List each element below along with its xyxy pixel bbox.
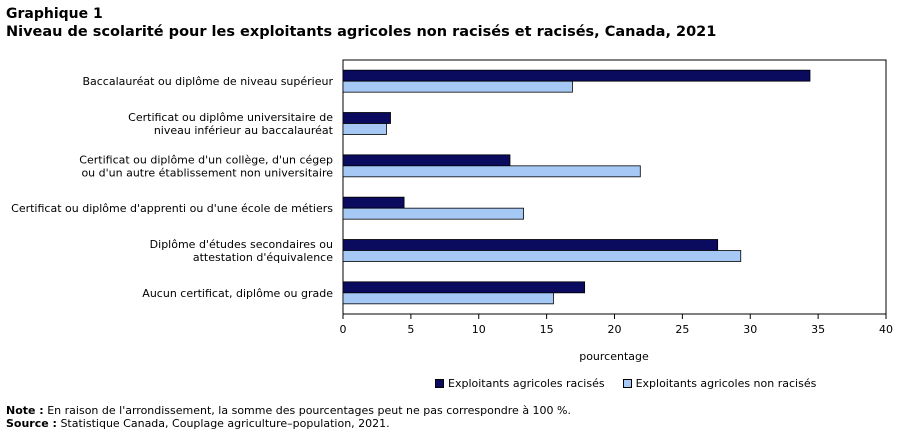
legend-item-non-racises: Exploitants agricoles non racisés [622, 377, 817, 390]
bar-non-racises-5 [342, 292, 554, 305]
x-tick-label-8: 40 [879, 323, 893, 336]
category-labels: Baccalauréat ou diplôme de niveau supéri… [11, 75, 334, 300]
category-label-4: Diplôme d'études secondaires ou attestati… [150, 238, 334, 264]
legend-label-non-racises: Exploitants agricoles non racisés [635, 377, 817, 390]
x-tick-label-1: 5 [407, 323, 414, 336]
bar-non-racises-3 [342, 207, 524, 220]
bar-racises-2 [342, 154, 511, 167]
x-tick-label-5: 25 [675, 323, 689, 336]
legend: Exploitants agricoles racisés Exploitant… [435, 377, 834, 390]
bars-group [342, 69, 811, 305]
chart-label: Graphique 1 [6, 6, 103, 22]
note-label: Note : [6, 404, 44, 417]
x-tick-label-4: 20 [608, 323, 622, 336]
source-text: Statistique Canada, Couplage agriculture… [60, 417, 390, 430]
legend-swatch-racises [435, 379, 444, 388]
x-tick-label-3: 15 [540, 323, 554, 336]
legend-swatch-non-racises [622, 379, 632, 388]
source-line: Source : Statistique Canada, Couplage ag… [6, 417, 571, 430]
x-tick-label-0: 0 [340, 323, 347, 336]
source-label: Source : [6, 417, 57, 430]
bar-non-racises-4 [342, 250, 742, 262]
bar-non-racises-0 [342, 80, 573, 93]
legend-item-racises: Exploitants agricoles racisés [435, 377, 605, 390]
note-text: En raison de l'arrondissement, la somme … [47, 404, 571, 417]
bar-racises-3 [342, 196, 405, 209]
bar-non-racises-2 [342, 165, 641, 178]
chart-title: Niveau de scolarité pour les exploitants… [6, 24, 717, 40]
bar-racises-0 [342, 69, 811, 82]
bar-racises-4 [342, 239, 719, 251]
plot-area [342, 59, 887, 315]
bar-racises-5 [342, 281, 586, 294]
category-label-3: Certificat ou diplôme d'apprenti ou d'un… [11, 202, 333, 215]
category-label-0: Baccalauréat ou diplôme de niveau supéri… [82, 75, 333, 88]
x-tick-label-6: 30 [743, 323, 757, 336]
legend-label-racises: Exploitants agricoles racisés [448, 377, 605, 390]
category-label-5: Aucun certificat, diplôme ou grade [142, 287, 333, 300]
category-label-2: Certificat ou diplôme d'un collège, d'un… [79, 153, 333, 179]
footnotes: Note : En raison de l'arrondissement, la… [6, 404, 571, 430]
bar-racises-1 [342, 112, 391, 124]
x-axis-ticks: 0 5 10 15 20 25 30 35 40 [340, 314, 893, 336]
chart-header: Graphique 1 Niveau de scolarité pour les… [6, 5, 716, 41]
note-line: Note : En raison de l'arrondissement, la… [6, 404, 571, 417]
x-tick-label-7: 35 [811, 323, 825, 336]
x-axis-label: pourcentage [579, 350, 649, 363]
category-label-1: Certificat ou diplôme universitaire de ni… [128, 111, 334, 137]
bar-non-racises-1 [342, 123, 387, 135]
x-tick-label-2: 10 [472, 323, 486, 336]
